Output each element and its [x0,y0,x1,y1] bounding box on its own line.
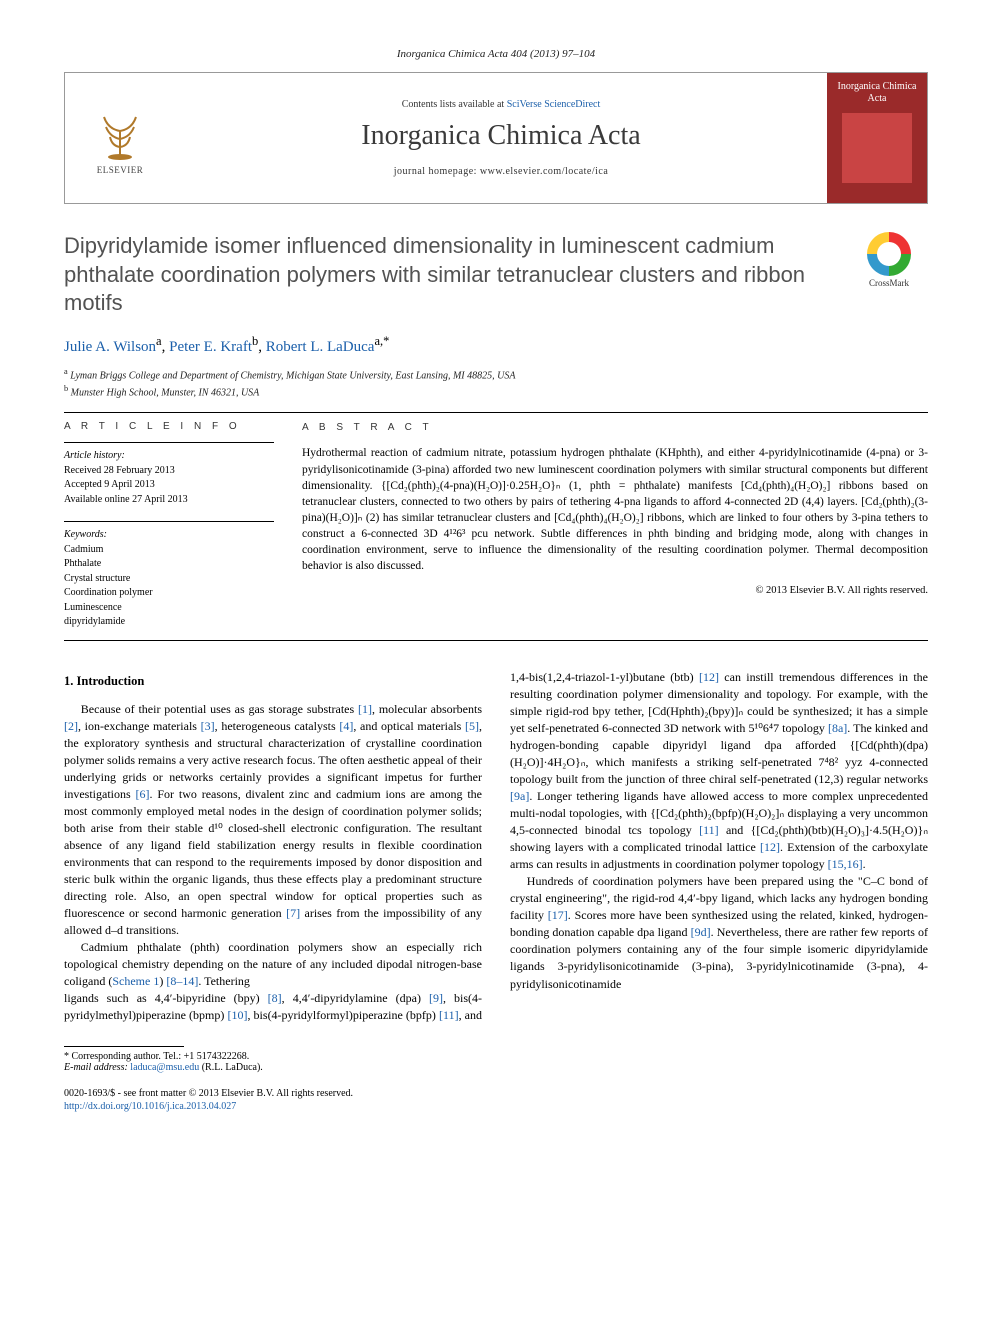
abstract-copyright: © 2013 Elsevier B.V. All rights reserved… [302,584,928,599]
contents-prefix: Contents lists available at [402,99,507,110]
running-head: Inorganica Chimica Acta 404 (2013) 97–10… [64,48,928,60]
footnote-rule [64,1046,184,1047]
publisher-logo-block: ELSEVIER [65,73,175,203]
article-title: Dipyridylamide isomer influenced dimensi… [64,232,928,318]
journal-cover-thumb: Inorganica Chimica Acta [827,73,927,203]
issn-line: 0020-1693/$ - see front matter © 2013 El… [64,1087,928,1100]
top-rule [64,412,928,413]
abstract-column: A B S T R A C T Hydrothermal reaction of… [302,421,928,630]
corr-email-line: E-mail address: laduca@msu.edu (R.L. LaD… [64,1062,928,1073]
crossmark-icon [867,232,911,276]
journal-masthead: ELSEVIER Contents lists available at Sci… [64,72,928,204]
body-two-columns: 1. Introduction Because of their potenti… [64,669,928,1024]
intro-para-1: Because of their potential uses as gas s… [64,701,482,939]
homepage-prefix: journal homepage: [394,166,480,177]
intro-para-4: Hundreds of coordination polymers have b… [510,873,928,992]
elsevier-tree-icon [90,101,150,161]
author-link[interactable]: Julie A. Wilson [64,339,156,355]
keywords-lines: CadmiumPhthalateCrystal structureCoordin… [64,543,274,630]
author-link[interactable]: Robert L. LaDuca [266,339,375,355]
sciencedirect-link[interactable]: SciVerse ScienceDirect [507,99,601,110]
section-1-heading: 1. Introduction [64,673,482,691]
keywords-label: Keywords: [64,528,274,543]
author-link[interactable]: Peter E. Kraft [169,339,252,355]
crossmark-badge[interactable]: CrossMark [850,232,928,288]
email-suffix: (R.L. LaDuca). [199,1062,263,1073]
info-rule-1 [64,442,274,443]
journal-homepage-line: journal homepage: www.elsevier.com/locat… [394,166,609,177]
corr-author-line: * Corresponding author. Tel.: +1 5174322… [64,1051,928,1062]
masthead-center: Contents lists available at SciVerse Sci… [175,73,827,203]
mid-rule [64,640,928,641]
email-label: E-mail address: [64,1062,130,1073]
abstract-text: Hydrothermal reaction of cadmium nitrate… [302,445,928,574]
intro-para-2: Cadmium phthalate (phth) coordination po… [64,939,482,990]
article-info-head: A R T I C L E I N F O [64,421,274,432]
abstract-head: A B S T R A C T [302,421,928,435]
corr-email-link[interactable]: laduca@msu.edu [130,1062,199,1073]
authors-line: Julie A. Wilsona, Peter E. Kraftb, Rober… [64,334,928,356]
article-info-column: A R T I C L E I N F O Article history: R… [64,421,274,630]
doi-link[interactable]: http://dx.doi.org/10.1016/j.ica.2013.04.… [64,1101,236,1112]
publisher-name: ELSEVIER [97,165,144,175]
contents-available-line: Contents lists available at SciVerse Sci… [402,99,601,110]
info-rule-2 [64,521,274,522]
cover-journal-name: Inorganica Chimica Acta [833,81,921,105]
history-lines: Received 28 February 2013Accepted 9 Apri… [64,464,274,508]
doi-line: http://dx.doi.org/10.1016/j.ica.2013.04.… [64,1100,928,1113]
crossmark-label: CrossMark [869,278,909,288]
corresponding-author-footnote: * Corresponding author. Tel.: +1 5174322… [64,1046,928,1073]
cover-image-placeholder [842,113,912,183]
journal-name: Inorganica Chimica Acta [361,120,640,152]
homepage-url: www.elsevier.com/locate/ica [480,166,608,177]
affiliations: a Lyman Briggs College and Department of… [64,366,928,401]
elsevier-logo: ELSEVIER [85,93,155,183]
history-label: Article history: [64,449,274,464]
page-copyright: 0020-1693/$ - see front matter © 2013 El… [64,1087,928,1113]
